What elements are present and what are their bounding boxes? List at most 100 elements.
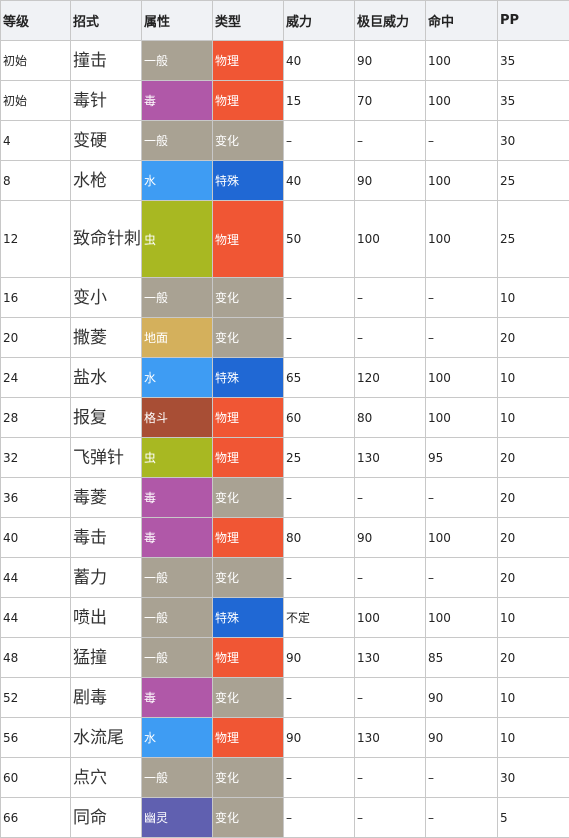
category-cell: 变化 bbox=[212, 677, 284, 718]
table-row: 56 水流尾水物理 90 130 90 10 bbox=[0, 717, 569, 758]
type-cell: 毒 bbox=[141, 677, 213, 718]
move-name-cell[interactable]: 点穴 bbox=[70, 757, 142, 798]
max-power-cell: – bbox=[354, 120, 426, 161]
type-cell: 格斗 bbox=[141, 397, 213, 438]
type-cell: 幽灵 bbox=[141, 797, 213, 838]
move-name-cell[interactable]: 毒击 bbox=[70, 517, 142, 558]
pp-cell: 30 bbox=[497, 757, 569, 798]
move-name-cell[interactable]: 水流尾 bbox=[70, 717, 142, 758]
table-row: 40 毒击毒物理 80 90 100 20 bbox=[0, 517, 569, 558]
level-cell: 28 bbox=[0, 397, 71, 438]
move-name-cell[interactable]: 撒菱 bbox=[70, 317, 142, 358]
level-cell: 66 bbox=[0, 797, 71, 838]
level-cell: 36 bbox=[0, 477, 71, 518]
move-name-cell[interactable]: 蓄力 bbox=[70, 557, 142, 598]
header-pp: PP bbox=[497, 0, 569, 41]
move-name-cell[interactable]: 变硬 bbox=[70, 120, 142, 161]
move-name-cell[interactable]: 毒菱 bbox=[70, 477, 142, 518]
move-name-cell[interactable]: 盐水 bbox=[70, 357, 142, 398]
move-name-cell[interactable]: 喷出 bbox=[70, 597, 142, 638]
move-name-cell[interactable]: 毒针 bbox=[70, 80, 142, 121]
move-name-cell[interactable]: 变小 bbox=[70, 277, 142, 318]
category-cell: 变化 bbox=[212, 277, 284, 318]
pp-cell: 35 bbox=[497, 80, 569, 121]
power-cell: – bbox=[283, 120, 355, 161]
pp-cell: 10 bbox=[497, 597, 569, 638]
category-cell: 特殊 bbox=[212, 160, 284, 201]
move-name-cell[interactable]: 同命 bbox=[70, 797, 142, 838]
accuracy-cell: – bbox=[425, 317, 498, 358]
max-power-cell: 100 bbox=[354, 597, 426, 638]
power-cell: 不定 bbox=[283, 597, 355, 638]
type-cell: 水 bbox=[141, 717, 213, 758]
power-cell: 80 bbox=[283, 517, 355, 558]
max-power-cell: 70 bbox=[354, 80, 426, 121]
accuracy-cell: 100 bbox=[425, 200, 498, 278]
pp-cell: 5 bbox=[497, 797, 569, 838]
max-power-cell: 90 bbox=[354, 517, 426, 558]
max-power-cell: – bbox=[354, 317, 426, 358]
move-name-cell[interactable]: 致命针刺 bbox=[70, 200, 142, 278]
pp-cell: 20 bbox=[497, 477, 569, 518]
table-row: 4 变硬 一般 变化 – – –30 bbox=[0, 120, 569, 161]
table-row: 28 报复 格斗 物理 60 80 100 10 bbox=[0, 397, 569, 438]
pp-cell: 30 bbox=[497, 120, 569, 161]
max-power-cell: – bbox=[354, 677, 426, 718]
accuracy-cell: – bbox=[425, 120, 498, 161]
table-row: 44 喷出 一般 特殊 不定 100 100 10 bbox=[0, 597, 569, 638]
move-name-cell[interactable]: 报复 bbox=[70, 397, 142, 438]
level-cell: 16 bbox=[0, 277, 71, 318]
level-cell: 48 bbox=[0, 637, 71, 678]
pp-cell: 25 bbox=[497, 200, 569, 278]
max-power-cell: 100 bbox=[354, 200, 426, 278]
max-power-cell: 80 bbox=[354, 397, 426, 438]
max-power-cell: 130 bbox=[354, 717, 426, 758]
max-power-cell: 130 bbox=[354, 437, 426, 478]
accuracy-cell: 85 bbox=[425, 637, 498, 678]
power-cell: 25 bbox=[283, 437, 355, 478]
accuracy-cell: 100 bbox=[425, 357, 498, 398]
pp-cell: 20 bbox=[497, 557, 569, 598]
power-cell: – bbox=[283, 557, 355, 598]
category-cell: 物理 bbox=[212, 517, 284, 558]
move-name-cell[interactable]: 剧毒 bbox=[70, 677, 142, 718]
table-row: 20 撒菱 地面 变化 – – –20 bbox=[0, 317, 569, 358]
accuracy-cell: 90 bbox=[425, 717, 498, 758]
type-cell: 地面 bbox=[141, 317, 213, 358]
category-cell: 物理 bbox=[212, 717, 284, 758]
level-cell: 32 bbox=[0, 437, 71, 478]
header-row: 等级 招式 属性 类型 威力 极巨威力 命中 PP bbox=[0, 0, 569, 41]
move-name-cell[interactable]: 猛撞 bbox=[70, 637, 142, 678]
max-power-cell: 90 bbox=[354, 160, 426, 201]
category-cell: 物理 bbox=[212, 637, 284, 678]
accuracy-cell: – bbox=[425, 797, 498, 838]
max-power-cell: – bbox=[354, 477, 426, 518]
level-cell: 12 bbox=[0, 200, 71, 278]
accuracy-cell: – bbox=[425, 477, 498, 518]
power-cell: – bbox=[283, 477, 355, 518]
max-power-cell: – bbox=[354, 277, 426, 318]
table-row: 初始 撞击 一般 物理 40 90 100 35 bbox=[0, 40, 569, 81]
table-row: 44 蓄力 一般 变化 – – –20 bbox=[0, 557, 569, 598]
max-power-cell: – bbox=[354, 557, 426, 598]
power-cell: 65 bbox=[283, 357, 355, 398]
move-name-cell[interactable]: 飞弹针 bbox=[70, 437, 142, 478]
level-cell: 52 bbox=[0, 677, 71, 718]
power-cell: – bbox=[283, 797, 355, 838]
max-power-cell: – bbox=[354, 757, 426, 798]
power-cell: 90 bbox=[283, 637, 355, 678]
category-cell: 变化 bbox=[212, 557, 284, 598]
level-cell: 44 bbox=[0, 557, 71, 598]
move-name-cell[interactable]: 撞击 bbox=[70, 40, 142, 81]
type-cell: 一般 bbox=[141, 637, 213, 678]
category-cell: 变化 bbox=[212, 120, 284, 161]
category-cell: 变化 bbox=[212, 797, 284, 838]
move-name-cell[interactable]: 水枪 bbox=[70, 160, 142, 201]
accuracy-cell: 100 bbox=[425, 80, 498, 121]
table-row: 24 盐水水特殊 65 120 100 10 bbox=[0, 357, 569, 398]
table-row: 48 猛撞 一般 物理 90 130 85 20 bbox=[0, 637, 569, 678]
type-cell: 一般 bbox=[141, 277, 213, 318]
table-row: 初始 毒针毒物理 15 70 100 35 bbox=[0, 80, 569, 121]
type-cell: 水 bbox=[141, 160, 213, 201]
level-cell: 4 bbox=[0, 120, 71, 161]
